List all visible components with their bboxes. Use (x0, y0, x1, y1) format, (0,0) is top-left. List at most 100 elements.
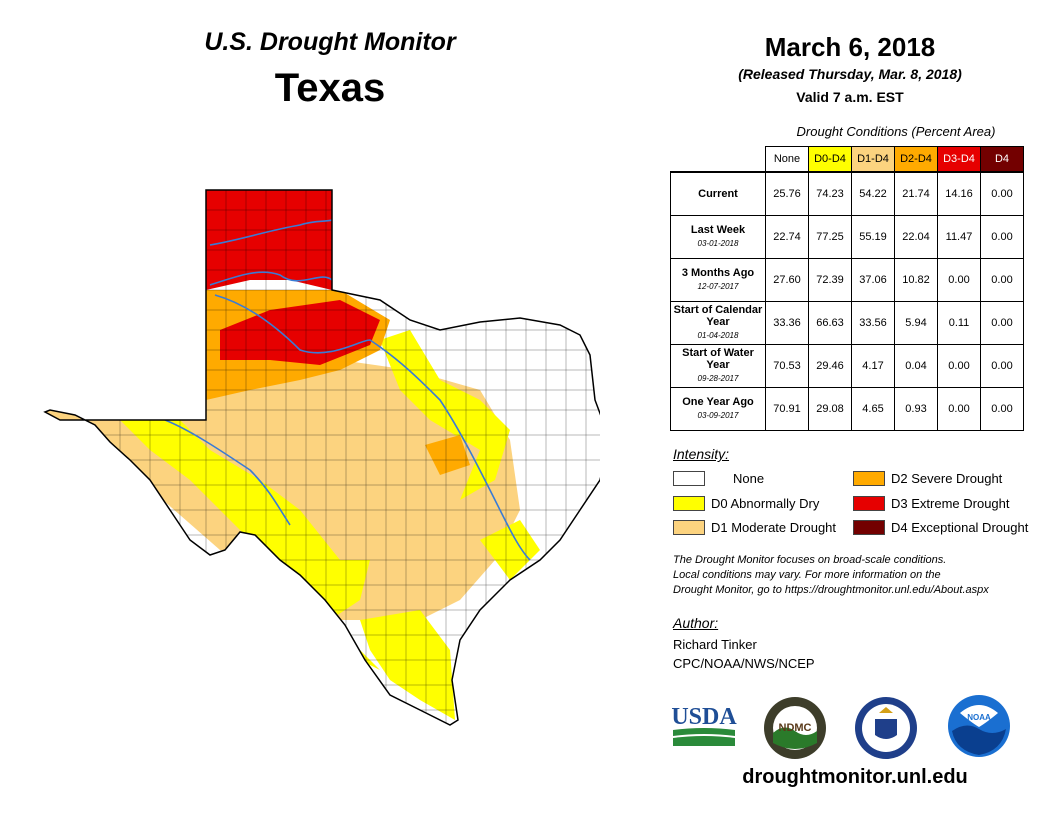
note-line: The Drought Monitor focuses on broad-sca… (673, 554, 947, 566)
noaa-logo-text: NOAA (967, 713, 991, 722)
cell-value: 77.25 (808, 215, 852, 259)
row-label: Current (670, 171, 766, 216)
cell-value: 4.17 (851, 344, 895, 388)
row-label-text: One Year Ago (682, 396, 754, 408)
legend-title: Intensity: (673, 446, 730, 462)
map-d3-panhandle (206, 190, 332, 290)
legend-label: D2 Severe Drought (891, 471, 1003, 486)
cell-value: 0.00 (980, 258, 1024, 302)
rivers (164, 219, 531, 561)
cell-value: 0.11 (937, 301, 981, 345)
map-date: March 6, 2018 (764, 32, 936, 62)
map-d2-central (425, 435, 470, 475)
legend-swatch (673, 471, 705, 486)
row-label: Last Week 03-01-2018 (670, 215, 766, 259)
cell-value: 21.74 (894, 171, 938, 216)
noaa-logo: NOAA (948, 695, 1010, 757)
row-label: 3 Months Ago 12-07-2017 (670, 258, 766, 302)
table-row: Last Week 03-01-2018 22.74 77.25 55.19 22… (670, 215, 1024, 259)
cell-value: 0.00 (980, 171, 1024, 216)
cell-value: 72.39 (808, 258, 852, 302)
legend-swatch (853, 471, 885, 486)
row-label: One Year Ago 03-09-2017 (670, 387, 766, 431)
cell-value: 4.65 (851, 387, 895, 431)
table-row: Start of Water Year 09-28-2017 70.53 29.4… (670, 344, 1024, 388)
table-row: 3 Months Ago 12-07-2017 27.60 72.39 37.06… (670, 258, 1024, 302)
drought-conditions-table: None D0-D4 D1-D4 D2-D4 D3-D4 D4 Current … (670, 146, 1024, 431)
row-label-text: Start of Water Year (682, 347, 754, 371)
row-date: 03-01-2018 (697, 239, 739, 248)
map-d0-south (360, 610, 455, 720)
table-header-row: None D0-D4 D1-D4 D2-D4 D3-D4 D4 (671, 146, 1024, 173)
doc-seal-logo (855, 697, 917, 759)
cell-value: 74.23 (808, 171, 852, 216)
legend-item-d3: D3 Extreme Drought (853, 496, 1010, 511)
note-line[interactable]: Drought Monitor, go to https://droughtmo… (673, 584, 989, 596)
legend-item-d0: D0 Abnormally Dry (673, 496, 819, 511)
cell-value: 70.91 (765, 387, 809, 431)
col-header-d4: D4 (980, 146, 1024, 173)
cell-value: 0.00 (937, 258, 981, 302)
cell-value: 0.00 (980, 301, 1024, 345)
cell-value: 0.00 (937, 387, 981, 431)
website-link[interactable]: droughtmonitor.unl.edu (742, 766, 968, 788)
legend-swatch (853, 520, 885, 535)
row-date: 12-07-2017 (697, 282, 739, 291)
col-header-d3-d4: D3-D4 (937, 146, 981, 173)
row-label-text: Start of Calendar Year (673, 304, 763, 328)
ndmc-logo: NDMC (764, 697, 826, 759)
state-title: Texas (274, 66, 386, 110)
note-line: Local conditions may vary. For more info… (673, 569, 941, 581)
cell-value: 29.08 (808, 387, 852, 431)
cell-value: 54.22 (851, 171, 895, 216)
cell-value: 22.74 (765, 215, 809, 259)
legend-swatch (673, 496, 705, 511)
table-row: One Year Ago 03-09-2017 70.91 29.08 4.65 … (670, 387, 1024, 431)
legend-item-d4: D4 Exceptional Drought (853, 520, 1028, 535)
usda-logo: USDA (671, 704, 737, 746)
cell-value: 70.53 (765, 344, 809, 388)
row-label: Start of Calendar Year 01-04-2018 (670, 301, 766, 345)
legend-label: D4 Exceptional Drought (891, 520, 1029, 535)
legend-label: None (733, 471, 765, 486)
cell-value: 66.63 (808, 301, 852, 345)
cell-value: 0.00 (980, 344, 1024, 388)
cell-value: 0.04 (894, 344, 938, 388)
row-date: 01-04-2018 (697, 331, 739, 340)
col-header-d1-d4: D1-D4 (851, 146, 895, 173)
cell-value: 10.82 (894, 258, 938, 302)
legend-item-d2: D2 Severe Drought (853, 471, 1002, 486)
disclaimer-note: The Drought Monitor focuses on broad-sca… (673, 553, 1043, 598)
table-corner (671, 147, 766, 173)
col-header-none: None (765, 146, 809, 173)
cell-value: 37.06 (851, 258, 895, 302)
table-row: Current 25.76 74.23 54.22 21.74 14.16 0.… (670, 171, 1024, 216)
ndmc-logo-text: NDMC (779, 722, 812, 734)
cell-value: 11.47 (937, 215, 981, 259)
table-row: Start of Calendar Year 01-04-2018 33.36 6… (670, 301, 1024, 345)
release-date: (Released Thursday, Mar. 8, 2018) (738, 66, 962, 82)
cell-value: 25.76 (765, 171, 809, 216)
cell-value: 22.04 (894, 215, 938, 259)
col-header-d0-d4: D0-D4 (808, 146, 852, 173)
cell-value: 0.00 (980, 387, 1024, 431)
legend-label: D1 Moderate Drought (711, 520, 837, 535)
author-name: Richard Tinker (673, 637, 757, 652)
cell-value: 29.46 (808, 344, 852, 388)
legend-label: D0 Abnormally Dry (711, 496, 820, 511)
row-date: 03-09-2017 (697, 411, 739, 420)
col-header-d2-d4: D2-D4 (894, 146, 938, 173)
conditions-caption: Drought Conditions (Percent Area) (796, 124, 996, 139)
texas-drought-map (44, 189, 600, 726)
author-title: Author: (673, 615, 719, 631)
cell-value: 27.60 (765, 258, 809, 302)
usda-logo-text: USDA (671, 704, 737, 730)
cell-value: 0.93 (894, 387, 938, 431)
legend-swatch (673, 520, 705, 535)
cell-value: 33.56 (851, 301, 895, 345)
legend-item-d1: D1 Moderate Drought (673, 520, 836, 535)
cell-value: 55.19 (851, 215, 895, 259)
legend-label: D3 Extreme Drought (891, 496, 1010, 511)
row-label: Start of Water Year 09-28-2017 (670, 344, 766, 388)
cell-value: 0.00 (937, 344, 981, 388)
